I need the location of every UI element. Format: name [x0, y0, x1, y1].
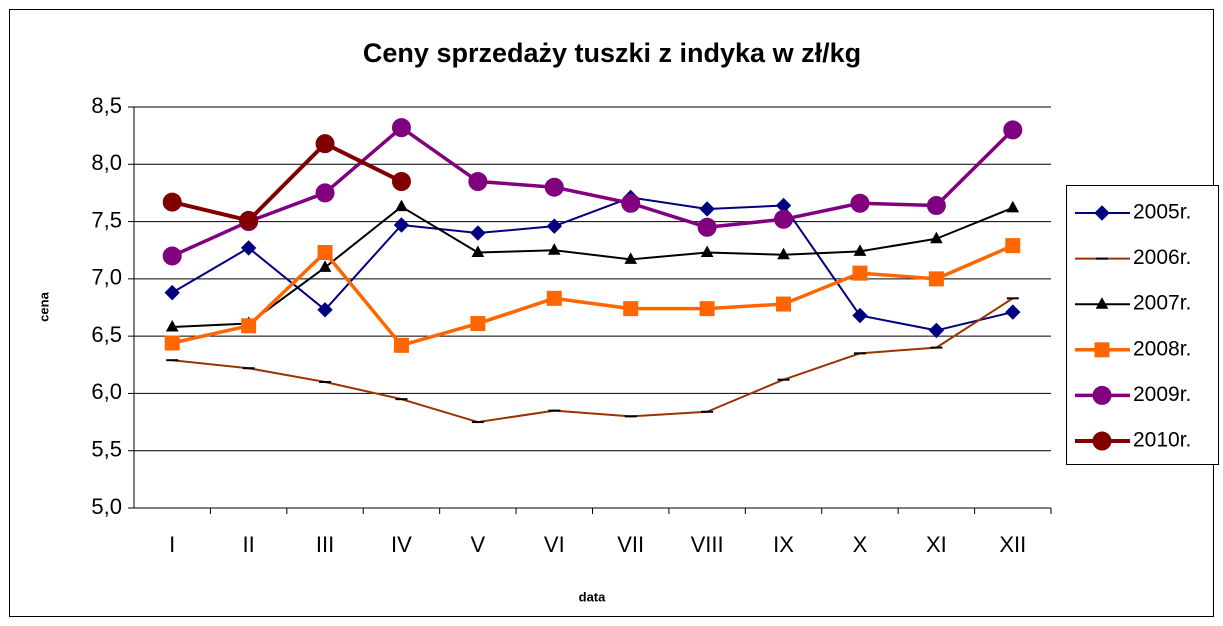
data-point — [546, 290, 562, 306]
y-tick-label: 7,5 — [91, 207, 122, 232]
x-tick-label: IX — [773, 532, 794, 557]
series-line — [171, 141, 403, 223]
legend-marker — [1092, 431, 1112, 451]
y-tick-label: 5,0 — [91, 494, 122, 519]
y-tick-label: 7,0 — [91, 265, 122, 290]
data-point — [391, 118, 411, 138]
x-tick-label: VII — [617, 532, 644, 557]
data-point — [853, 244, 867, 256]
data-point — [1006, 200, 1020, 213]
x-tick-label: VI — [544, 532, 565, 557]
x-tick-label: III — [316, 532, 334, 557]
series-line — [171, 244, 1014, 348]
data-point — [930, 231, 943, 244]
legend-marker — [1092, 385, 1112, 405]
data-point — [926, 196, 946, 216]
data-point — [928, 322, 945, 339]
data-point — [928, 271, 944, 287]
data-point — [164, 284, 180, 301]
y-tick-label: 6,5 — [91, 322, 122, 347]
data-point — [395, 199, 408, 212]
x-tick-label: XI — [926, 532, 947, 557]
legend-marker — [1094, 342, 1110, 358]
data-point — [318, 260, 332, 272]
data-point — [547, 243, 561, 255]
legend-label: 2009r. — [1133, 383, 1191, 406]
y-tick-label: 6,0 — [91, 379, 122, 404]
series-line — [171, 196, 1014, 332]
data-point — [777, 247, 790, 260]
data-point — [393, 337, 409, 353]
data-point — [1003, 120, 1023, 140]
series-line — [171, 125, 1015, 258]
data-point — [164, 335, 180, 351]
data-point — [391, 171, 411, 191]
data-point — [699, 201, 715, 217]
data-point — [1005, 304, 1021, 320]
data-point — [315, 134, 335, 154]
data-point — [315, 183, 335, 203]
x-tick-label: VIII — [691, 532, 724, 557]
data-point — [470, 316, 486, 332]
data-point — [241, 318, 257, 334]
data-point — [239, 210, 259, 230]
data-point — [317, 245, 333, 261]
data-point — [468, 171, 488, 191]
legend-label: 2010r. — [1133, 429, 1191, 452]
data-point — [697, 217, 717, 237]
y-tick-label: 8,5 — [91, 93, 122, 118]
data-point — [546, 218, 562, 234]
legend-marker — [1094, 205, 1110, 221]
data-point — [470, 225, 486, 241]
legend — [1066, 185, 1219, 465]
data-point — [852, 307, 868, 324]
x-tick-label: XII — [999, 532, 1026, 557]
y-tick-label: 5,5 — [91, 437, 122, 462]
series-line — [172, 297, 1014, 424]
data-point — [850, 193, 870, 213]
data-point — [162, 192, 182, 212]
data-point — [776, 296, 792, 312]
legend-label: 2005r. — [1133, 201, 1191, 224]
chart-title: Ceny sprzedaży tuszki z indyka w zł/kg — [363, 38, 861, 68]
x-tick-label: IV — [391, 532, 412, 557]
data-point — [624, 252, 638, 264]
legend-marker — [1095, 297, 1109, 309]
x-tick-label: I — [169, 532, 175, 557]
x-tick-label: V — [471, 532, 486, 557]
data-point — [544, 177, 564, 197]
y-axis-label: cena — [36, 291, 51, 321]
x-axis-label: data — [579, 589, 607, 604]
data-point — [700, 245, 714, 258]
legend-label: 2007r. — [1133, 292, 1191, 315]
data-point — [699, 301, 715, 317]
x-tick-label: II — [243, 532, 255, 557]
data-point — [623, 301, 639, 317]
data-point — [621, 193, 641, 213]
data-point — [393, 217, 410, 233]
data-point — [471, 245, 485, 258]
y-tick-label: 8,0 — [91, 150, 122, 175]
series-line — [172, 205, 1014, 328]
chart-border — [9, 9, 1214, 617]
data-point — [162, 246, 182, 266]
data-point — [774, 209, 794, 229]
data-point — [165, 319, 179, 332]
data-point — [852, 265, 868, 281]
data-point — [1005, 238, 1021, 254]
legend-label: 2006r. — [1133, 246, 1191, 269]
x-tick-label: X — [853, 532, 868, 557]
data-point — [317, 302, 333, 318]
data-point — [240, 240, 257, 256]
legend-label: 2008r. — [1133, 337, 1191, 360]
